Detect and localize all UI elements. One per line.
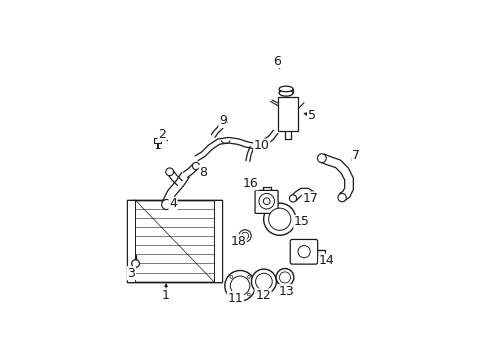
- Ellipse shape: [279, 90, 292, 96]
- Circle shape: [229, 293, 232, 296]
- FancyBboxPatch shape: [290, 239, 317, 264]
- Text: 4: 4: [169, 198, 177, 211]
- Text: 14: 14: [318, 254, 334, 267]
- Text: 18: 18: [230, 235, 245, 248]
- Text: 9: 9: [219, 114, 226, 127]
- Text: 7: 7: [351, 149, 359, 162]
- Text: 16: 16: [242, 177, 258, 190]
- Circle shape: [224, 270, 255, 301]
- Circle shape: [337, 193, 346, 202]
- Circle shape: [162, 199, 171, 210]
- Text: 5: 5: [307, 109, 315, 122]
- Bar: [277, 97, 298, 131]
- Circle shape: [251, 269, 276, 294]
- Ellipse shape: [279, 86, 292, 92]
- Circle shape: [263, 203, 295, 235]
- Circle shape: [247, 293, 250, 296]
- Text: 13: 13: [278, 285, 294, 298]
- Circle shape: [289, 195, 296, 202]
- Text: 6: 6: [272, 55, 280, 68]
- Circle shape: [247, 275, 250, 278]
- Circle shape: [239, 230, 251, 242]
- Circle shape: [230, 276, 249, 296]
- Circle shape: [317, 154, 325, 163]
- Circle shape: [276, 269, 293, 286]
- Text: 2: 2: [158, 128, 165, 141]
- Circle shape: [165, 168, 173, 176]
- Circle shape: [279, 272, 290, 283]
- Text: 15: 15: [293, 216, 309, 229]
- Circle shape: [229, 275, 232, 278]
- Text: 3: 3: [127, 267, 135, 280]
- Bar: [153, 138, 161, 143]
- Text: 11: 11: [227, 292, 243, 305]
- Text: 17: 17: [302, 192, 318, 205]
- Circle shape: [268, 208, 290, 230]
- FancyBboxPatch shape: [255, 190, 278, 213]
- Text: 10: 10: [253, 139, 269, 152]
- Bar: [213, 200, 221, 282]
- Bar: [127, 200, 221, 282]
- Circle shape: [241, 232, 248, 239]
- Circle shape: [131, 260, 139, 267]
- Bar: [127, 200, 135, 282]
- Circle shape: [297, 246, 309, 258]
- Text: 8: 8: [199, 166, 207, 179]
- Text: 12: 12: [255, 289, 270, 302]
- Circle shape: [192, 162, 199, 170]
- Circle shape: [263, 198, 269, 204]
- Text: 1: 1: [162, 289, 170, 302]
- Circle shape: [308, 191, 315, 198]
- Circle shape: [259, 193, 274, 209]
- Circle shape: [255, 273, 272, 290]
